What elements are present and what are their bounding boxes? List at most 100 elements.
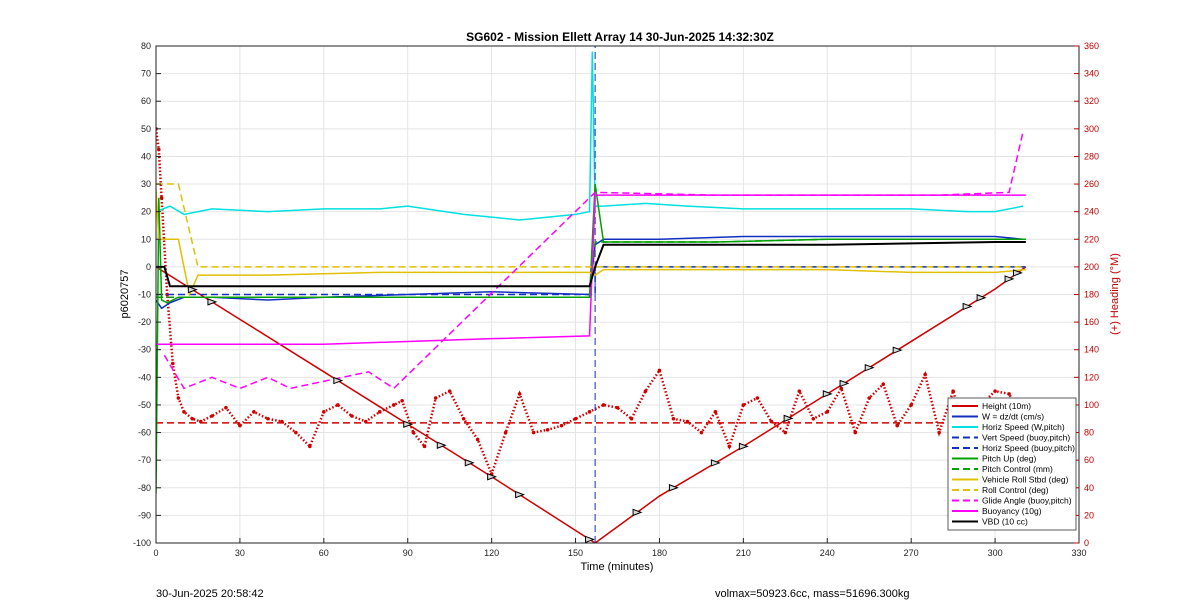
height-marker bbox=[632, 508, 643, 517]
heading-point bbox=[699, 430, 704, 435]
legend-label: Buoyancy (10g) bbox=[982, 506, 1042, 516]
height-marker bbox=[585, 535, 595, 543]
y-right-tick-label: 40 bbox=[1084, 483, 1094, 493]
heading-point bbox=[657, 368, 662, 373]
heading-point bbox=[811, 416, 816, 421]
heading-point bbox=[266, 416, 270, 421]
legend-label: Vert Speed (buoy,pitch) bbox=[982, 433, 1070, 443]
series-line-7 bbox=[156, 189, 1026, 297]
heading-point bbox=[503, 430, 508, 435]
y-right-tick-label: 180 bbox=[1084, 290, 1099, 300]
heading-point bbox=[198, 419, 203, 424]
height-marker bbox=[436, 441, 447, 449]
height-marker bbox=[187, 285, 198, 294]
y-left-tick-label: -10 bbox=[138, 290, 151, 300]
series-line-0 bbox=[156, 266, 1027, 543]
series-line-11 bbox=[156, 241, 1026, 288]
heading-point bbox=[783, 430, 788, 435]
heading-point bbox=[559, 423, 564, 428]
heading-point bbox=[377, 410, 382, 414]
y-left-tick-label: -50 bbox=[138, 400, 151, 410]
y-right-tick-label: 60 bbox=[1084, 455, 1094, 465]
y-right-tick-label: 200 bbox=[1084, 262, 1099, 272]
y-right-tick-label: 280 bbox=[1084, 151, 1099, 161]
y-right-tick-label: 320 bbox=[1084, 96, 1099, 106]
heading-point bbox=[294, 430, 298, 435]
y-right-tick-label: 100 bbox=[1084, 400, 1099, 410]
footer-timestamp: 30-Jun-2025 20:58:42 bbox=[156, 588, 264, 600]
y-axis-right-label: (+) Heading (°M) bbox=[1109, 253, 1121, 335]
legend-label: Roll Control (deg) bbox=[982, 485, 1049, 495]
heading-point bbox=[727, 444, 732, 449]
heading-point bbox=[322, 410, 326, 414]
heading-point bbox=[853, 430, 858, 435]
heading-point bbox=[224, 405, 228, 410]
heading-point bbox=[825, 410, 830, 414]
legend-label: Pitch Control (mm) bbox=[982, 464, 1053, 474]
x-tick-label: 330 bbox=[1071, 548, 1086, 558]
heading-point bbox=[280, 419, 284, 424]
x-tick-label: 0 bbox=[153, 548, 158, 558]
heading-point bbox=[545, 427, 550, 432]
heading-point bbox=[867, 396, 872, 400]
series-line-6 bbox=[156, 238, 1026, 299]
series-line-10 bbox=[156, 194, 1026, 345]
heading-point bbox=[601, 403, 606, 407]
heading-point bbox=[895, 423, 899, 428]
heading-point bbox=[252, 410, 256, 414]
y-left-tick-label: 50 bbox=[141, 124, 151, 134]
y-left-tick-label: 70 bbox=[141, 69, 151, 79]
heading-point bbox=[433, 396, 438, 400]
heading-point bbox=[210, 414, 214, 418]
y-left-tick-label: 30 bbox=[141, 179, 151, 189]
heading-point bbox=[643, 389, 648, 393]
height-marker bbox=[1004, 275, 1015, 283]
series-line-2 bbox=[156, 51, 1024, 221]
legend: Height (10m)W = dz/dt (cm/s)Horiz Speed … bbox=[947, 397, 1077, 531]
height-marker bbox=[464, 459, 475, 467]
heading-point bbox=[190, 416, 195, 421]
series-line-8 bbox=[156, 183, 1026, 268]
heading-point bbox=[391, 403, 396, 407]
y-left-tick-label: -20 bbox=[138, 317, 151, 327]
heading-point bbox=[176, 396, 181, 400]
heading-point bbox=[422, 444, 427, 449]
legend-box bbox=[947, 397, 1077, 531]
y-right-tick-label: 140 bbox=[1084, 345, 1099, 355]
legend-label: Horiz Speed (W,pitch) bbox=[982, 422, 1065, 432]
heading-point bbox=[461, 416, 466, 421]
x-tick-label: 270 bbox=[904, 548, 919, 558]
heading-point bbox=[671, 416, 676, 421]
heading-point bbox=[909, 403, 913, 407]
height-marker bbox=[333, 376, 344, 385]
y-left-tick-label: 60 bbox=[141, 96, 151, 106]
height-marker bbox=[710, 459, 721, 467]
y-left-tick-label: 20 bbox=[141, 207, 151, 217]
heading-point bbox=[755, 396, 760, 400]
heading-point bbox=[629, 416, 634, 421]
y-right-tick-label: 260 bbox=[1084, 179, 1099, 189]
height-marker bbox=[668, 484, 679, 492]
heading-point bbox=[159, 196, 164, 200]
legend-label: Horiz Speed (buoy,pitch) bbox=[982, 443, 1075, 453]
height-marker bbox=[1012, 269, 1023, 277]
height-marker bbox=[962, 302, 973, 311]
y-left-tick-label: -40 bbox=[138, 372, 151, 382]
heading-point bbox=[587, 410, 592, 414]
heading-point bbox=[951, 389, 955, 393]
height-marker bbox=[207, 298, 218, 306]
y-axis-left-label: p6020757 bbox=[119, 270, 131, 319]
legend-label: Height (10m) bbox=[982, 401, 1031, 411]
legend-label: Vehicle Roll Stbd (deg) bbox=[982, 475, 1069, 485]
y-right-tick-label: 160 bbox=[1084, 317, 1099, 327]
heading-point bbox=[156, 147, 161, 152]
x-tick-label: 120 bbox=[484, 548, 499, 558]
y-right-tick-label: 80 bbox=[1084, 428, 1094, 438]
x-tick-label: 60 bbox=[319, 548, 329, 558]
y-right-tick-label: 220 bbox=[1084, 234, 1099, 244]
y-left-tick-label: -80 bbox=[138, 483, 151, 493]
heading-point bbox=[475, 437, 480, 442]
y-left-tick-label: -90 bbox=[138, 510, 151, 520]
y-right-tick-label: 20 bbox=[1084, 510, 1094, 520]
